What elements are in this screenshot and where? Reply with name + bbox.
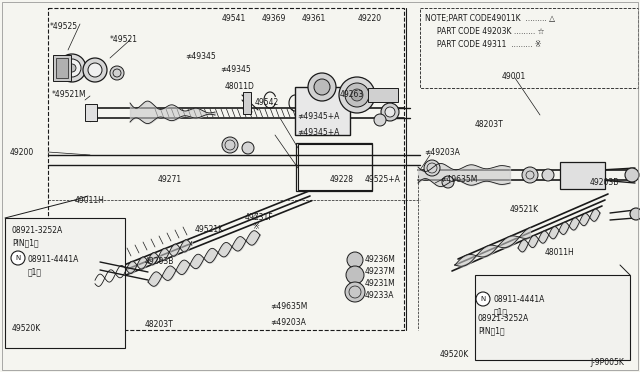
Text: ≉49345+A: ≉49345+A bbox=[297, 128, 339, 137]
Text: 08911-4441A: 08911-4441A bbox=[494, 295, 545, 304]
Text: PART CODE 49203K ......... ☆: PART CODE 49203K ......... ☆ bbox=[425, 27, 545, 36]
Circle shape bbox=[308, 73, 336, 101]
Bar bbox=[296, 143, 372, 191]
Text: 48011H: 48011H bbox=[545, 248, 575, 257]
Bar bbox=[243, 92, 251, 114]
Circle shape bbox=[542, 169, 554, 181]
Text: 49203B: 49203B bbox=[590, 178, 620, 187]
Circle shape bbox=[476, 292, 490, 306]
Text: N: N bbox=[481, 296, 486, 302]
Bar bbox=[85, 104, 97, 121]
Text: 49233A: 49233A bbox=[365, 291, 394, 300]
Text: 08921-3252A: 08921-3252A bbox=[478, 314, 529, 323]
Text: 49263: 49263 bbox=[340, 90, 364, 99]
Text: ≉49345+A: ≉49345+A bbox=[297, 112, 339, 121]
Text: 49011H: 49011H bbox=[75, 196, 105, 205]
Text: ≉49203A: ≉49203A bbox=[424, 148, 460, 157]
Text: 49542: 49542 bbox=[255, 98, 279, 107]
Circle shape bbox=[522, 167, 538, 183]
Text: 49231M: 49231M bbox=[365, 279, 396, 288]
Circle shape bbox=[347, 252, 363, 268]
Text: 48011D: 48011D bbox=[225, 82, 255, 91]
Circle shape bbox=[351, 89, 363, 101]
Text: ※: ※ bbox=[252, 222, 259, 231]
Text: J-9P005K: J-9P005K bbox=[590, 358, 624, 367]
Circle shape bbox=[424, 160, 440, 176]
Text: 08911-4441A: 08911-4441A bbox=[28, 255, 79, 264]
Circle shape bbox=[346, 266, 364, 284]
Text: 49520K: 49520K bbox=[12, 324, 41, 333]
Text: 49521K: 49521K bbox=[195, 225, 224, 234]
Bar bbox=[295, 87, 350, 135]
Bar bbox=[420, 8, 638, 88]
Text: 49200: 49200 bbox=[10, 148, 35, 157]
Bar bbox=[298, 144, 372, 190]
Text: ≉49635M: ≉49635M bbox=[440, 175, 477, 184]
Circle shape bbox=[58, 54, 86, 82]
Bar bbox=[53, 55, 71, 81]
Circle shape bbox=[339, 77, 375, 113]
Circle shape bbox=[88, 63, 102, 77]
Circle shape bbox=[110, 66, 124, 80]
Text: 49271: 49271 bbox=[158, 175, 182, 184]
Circle shape bbox=[83, 58, 107, 82]
Text: ≉49345: ≉49345 bbox=[220, 65, 251, 74]
Text: 49236M: 49236M bbox=[365, 255, 396, 264]
Circle shape bbox=[625, 168, 639, 182]
Circle shape bbox=[381, 103, 399, 121]
Text: 08921-3252A: 08921-3252A bbox=[12, 226, 63, 235]
Bar bbox=[475, 275, 630, 360]
Text: 49541: 49541 bbox=[222, 14, 246, 23]
Circle shape bbox=[11, 251, 25, 265]
Text: 49520K: 49520K bbox=[440, 350, 469, 359]
Text: ≉49203A: ≉49203A bbox=[270, 318, 306, 327]
Circle shape bbox=[222, 137, 238, 153]
Circle shape bbox=[385, 107, 395, 117]
Text: 49731F: 49731F bbox=[245, 213, 274, 222]
Text: 49228: 49228 bbox=[330, 175, 354, 184]
Bar bbox=[48, 8, 404, 330]
Text: ≉49345: ≉49345 bbox=[185, 52, 216, 61]
Text: （1）: （1） bbox=[28, 267, 42, 276]
Text: 49237M: 49237M bbox=[365, 267, 396, 276]
Circle shape bbox=[442, 176, 454, 188]
Text: 49361: 49361 bbox=[302, 14, 326, 23]
Text: 48203T: 48203T bbox=[475, 120, 504, 129]
Circle shape bbox=[314, 79, 330, 95]
Bar bbox=[5, 218, 125, 348]
Circle shape bbox=[345, 83, 369, 107]
Text: 49369: 49369 bbox=[262, 14, 286, 23]
Circle shape bbox=[63, 59, 81, 77]
Circle shape bbox=[345, 282, 365, 302]
Bar bbox=[56, 58, 68, 78]
Text: PIN、1）: PIN、1） bbox=[12, 238, 38, 247]
Bar bbox=[368, 88, 398, 102]
Text: PIN、1）: PIN、1） bbox=[478, 326, 504, 335]
Text: 49220: 49220 bbox=[358, 14, 382, 23]
Text: 49525+A: 49525+A bbox=[365, 175, 401, 184]
Text: NOTE;PART CODE49011K  ......... △: NOTE;PART CODE49011K ......... △ bbox=[425, 14, 555, 23]
Circle shape bbox=[68, 64, 76, 72]
Text: *49521: *49521 bbox=[110, 35, 138, 44]
Text: △: △ bbox=[252, 212, 259, 221]
Text: N: N bbox=[15, 255, 20, 261]
Text: 49001: 49001 bbox=[502, 72, 526, 81]
Circle shape bbox=[242, 142, 254, 154]
Text: 49203B: 49203B bbox=[145, 257, 174, 266]
Circle shape bbox=[374, 114, 386, 126]
Text: 49521K: 49521K bbox=[510, 205, 539, 214]
Text: *49521M: *49521M bbox=[52, 90, 86, 99]
Bar bbox=[560, 162, 605, 189]
Text: PART CODE 49311  ......... ※: PART CODE 49311 ......... ※ bbox=[425, 40, 541, 49]
Text: 48203T: 48203T bbox=[145, 320, 173, 329]
Circle shape bbox=[630, 208, 640, 220]
Text: （1）: （1） bbox=[494, 307, 508, 316]
Text: *49525: *49525 bbox=[50, 22, 78, 31]
Text: ≉49635M: ≉49635M bbox=[270, 302, 307, 311]
